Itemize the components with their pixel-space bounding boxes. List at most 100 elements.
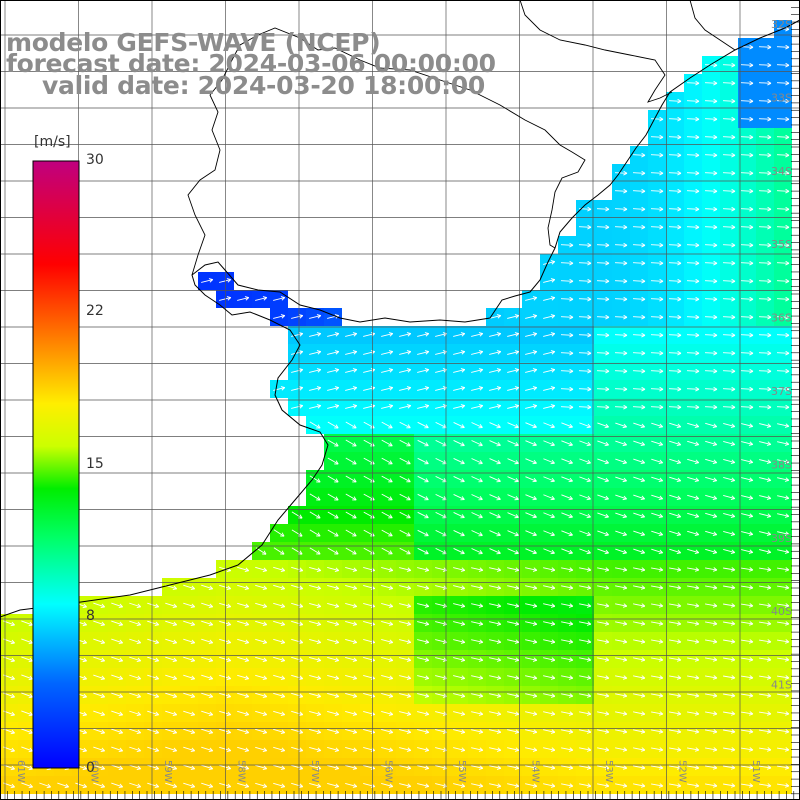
wind-arrow [183, 620, 196, 627]
wind-arrow [543, 422, 555, 429]
wind-arrow [723, 494, 736, 500]
wind-arrow [381, 585, 394, 590]
wind-arrow [507, 440, 519, 447]
wind-arrow [345, 657, 358, 662]
wind-arrow [669, 747, 682, 752]
wind-arrow [327, 602, 340, 608]
wind-arrow [776, 206, 790, 212]
wind-arrow [579, 711, 592, 716]
latitude-label: 40S [771, 605, 792, 618]
colorbar-unit: [m/s] [34, 134, 71, 150]
wind-arrow [650, 170, 664, 176]
wind-arrow [21, 620, 33, 627]
wind-arrow [776, 224, 790, 230]
wind-arrow [399, 585, 412, 590]
wind-arrow [596, 386, 610, 392]
wind-arrow [237, 602, 250, 608]
wind-arrow [453, 476, 465, 483]
wind-arrow [759, 567, 772, 572]
wind-arrow [327, 529, 339, 537]
wind-arrow [201, 674, 214, 681]
wind-arrow [453, 783, 466, 788]
wind-arrow [165, 656, 178, 663]
wind-arrow [345, 493, 357, 501]
wind-arrow [525, 765, 538, 770]
wind-arrow [777, 693, 790, 698]
wind-arrow [686, 152, 700, 158]
wind-arrow [723, 458, 736, 464]
wind-arrow [183, 638, 196, 645]
wind-arrow [381, 729, 394, 734]
wind-arrow [111, 602, 124, 609]
wind-arrow [147, 728, 160, 735]
wind-arrow [722, 134, 736, 140]
wind-arrow [507, 530, 519, 537]
wind-arrow [669, 621, 682, 626]
wind-arrow [453, 693, 466, 698]
wind-arrow [615, 621, 628, 626]
wind-arrow [633, 693, 646, 698]
wind-direction-arrows [3, 26, 790, 789]
wind-arrow [561, 512, 573, 519]
wind-arrow [309, 620, 322, 626]
wind-arrow [489, 440, 501, 447]
wind-arrow [471, 747, 484, 752]
wind-arrow [740, 152, 754, 158]
wind-arrow [309, 584, 322, 590]
wind-arrow [507, 585, 520, 590]
wind-arrow [687, 603, 700, 608]
wind-arrow [273, 674, 286, 680]
wind-arrow [597, 765, 610, 770]
wind-arrow [614, 386, 628, 392]
wind-arrow [489, 765, 502, 770]
wind-arrow [597, 494, 609, 501]
wind-arrow [597, 440, 609, 447]
wind-arrow [722, 386, 736, 392]
wind-arrow [777, 639, 790, 644]
colorbar-tick-0: 0 [86, 760, 95, 776]
wind-arrow [93, 782, 106, 789]
wind-arrow [614, 206, 628, 212]
wind-arrow [633, 603, 646, 608]
wind-arrow [632, 296, 646, 302]
wind-arrow [525, 657, 538, 662]
wind-arrow [560, 260, 574, 266]
wind-arrow [759, 549, 772, 554]
wind-arrow [309, 332, 322, 337]
wind-arrow [669, 440, 682, 447]
wind-arrow [21, 782, 33, 789]
wind-arrow [777, 621, 790, 626]
wind-arrow [705, 621, 718, 626]
wind-arrow [21, 692, 33, 699]
wind-arrow [399, 529, 411, 537]
wind-arrow [327, 584, 340, 590]
wind-arrow [165, 692, 178, 699]
wind-arrow [525, 314, 538, 319]
wind-arrow [633, 657, 646, 662]
wind-arrow [453, 494, 465, 501]
wind-arrow [417, 675, 430, 680]
wind-arrow [453, 548, 465, 555]
wind-arrow [237, 638, 250, 644]
wind-arrow [201, 692, 214, 699]
wind-arrow [668, 404, 682, 410]
wind-arrow [201, 584, 214, 591]
wind-arrow [579, 657, 592, 662]
wind-arrow [633, 585, 646, 590]
wind-arrow [345, 639, 358, 644]
wind-arrow [417, 747, 430, 752]
wind-arrow [759, 621, 772, 626]
wind-arrow [489, 747, 502, 752]
wind-arrow [579, 530, 591, 537]
wind-arrow [93, 746, 106, 753]
wind-arrow [741, 513, 754, 518]
wind-arrow [147, 620, 160, 627]
wind-arrow [309, 728, 322, 734]
wind-arrow [327, 350, 340, 355]
wind-arrow [669, 585, 682, 590]
wind-arrow [560, 242, 574, 248]
wind-arrow [561, 639, 574, 644]
wind-arrow [669, 530, 682, 537]
latitude-label: 33S [771, 91, 792, 104]
wind-arrow [579, 693, 592, 698]
